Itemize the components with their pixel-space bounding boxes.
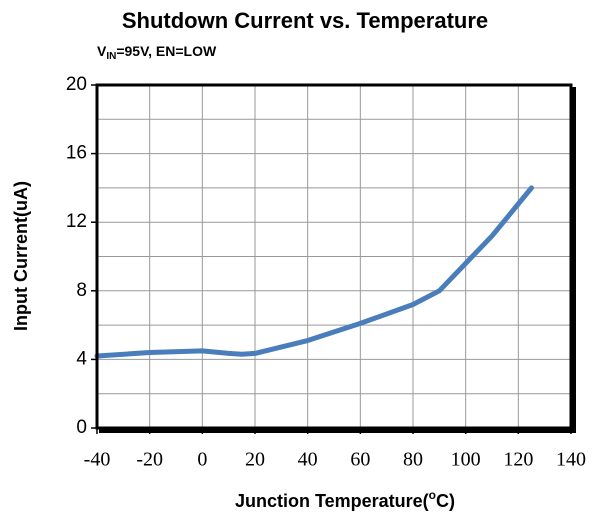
- y-tick-label: 4: [76, 348, 87, 369]
- subtitle-rest: =95V, EN=LOW: [116, 43, 217, 59]
- y-tick-label: 20: [66, 74, 87, 95]
- x-tick-label: -40: [84, 449, 111, 471]
- x-label-main: Junction Temperature(: [235, 491, 429, 511]
- chart-subtitle: VIN=95V, EN=LOW: [97, 43, 217, 62]
- y-tick-label: 12: [66, 211, 87, 232]
- x-label-rest: C): [436, 491, 455, 511]
- y-axis-label: Input Current(uA): [11, 181, 31, 331]
- y-tick-label: 16: [66, 143, 87, 164]
- x-axis-label: Junction Temperature(oC): [235, 488, 455, 511]
- x-tick-label: 0: [197, 449, 207, 471]
- plot-border: [95, 83, 573, 430]
- subtitle-sub: IN: [106, 51, 116, 62]
- x-tick-label: 20: [245, 449, 265, 471]
- x-tick-label: 120: [503, 449, 533, 471]
- subtitle-main: V: [97, 43, 107, 59]
- chart-title: Shutdown Current vs. Temperature: [122, 8, 488, 33]
- x-tick-label: -20: [136, 449, 163, 471]
- x-tick-label: 60: [350, 449, 370, 471]
- y-tick-label: 8: [76, 280, 87, 301]
- data-line: [94, 185, 534, 359]
- x-tick-label: 100: [451, 449, 481, 471]
- y-tick-label: 0: [76, 417, 87, 438]
- x-tick-label: 40: [298, 449, 318, 471]
- x-tick-label: 80: [403, 449, 423, 471]
- x-tick-label: 140: [556, 449, 586, 471]
- x-label-sup: o: [429, 488, 436, 502]
